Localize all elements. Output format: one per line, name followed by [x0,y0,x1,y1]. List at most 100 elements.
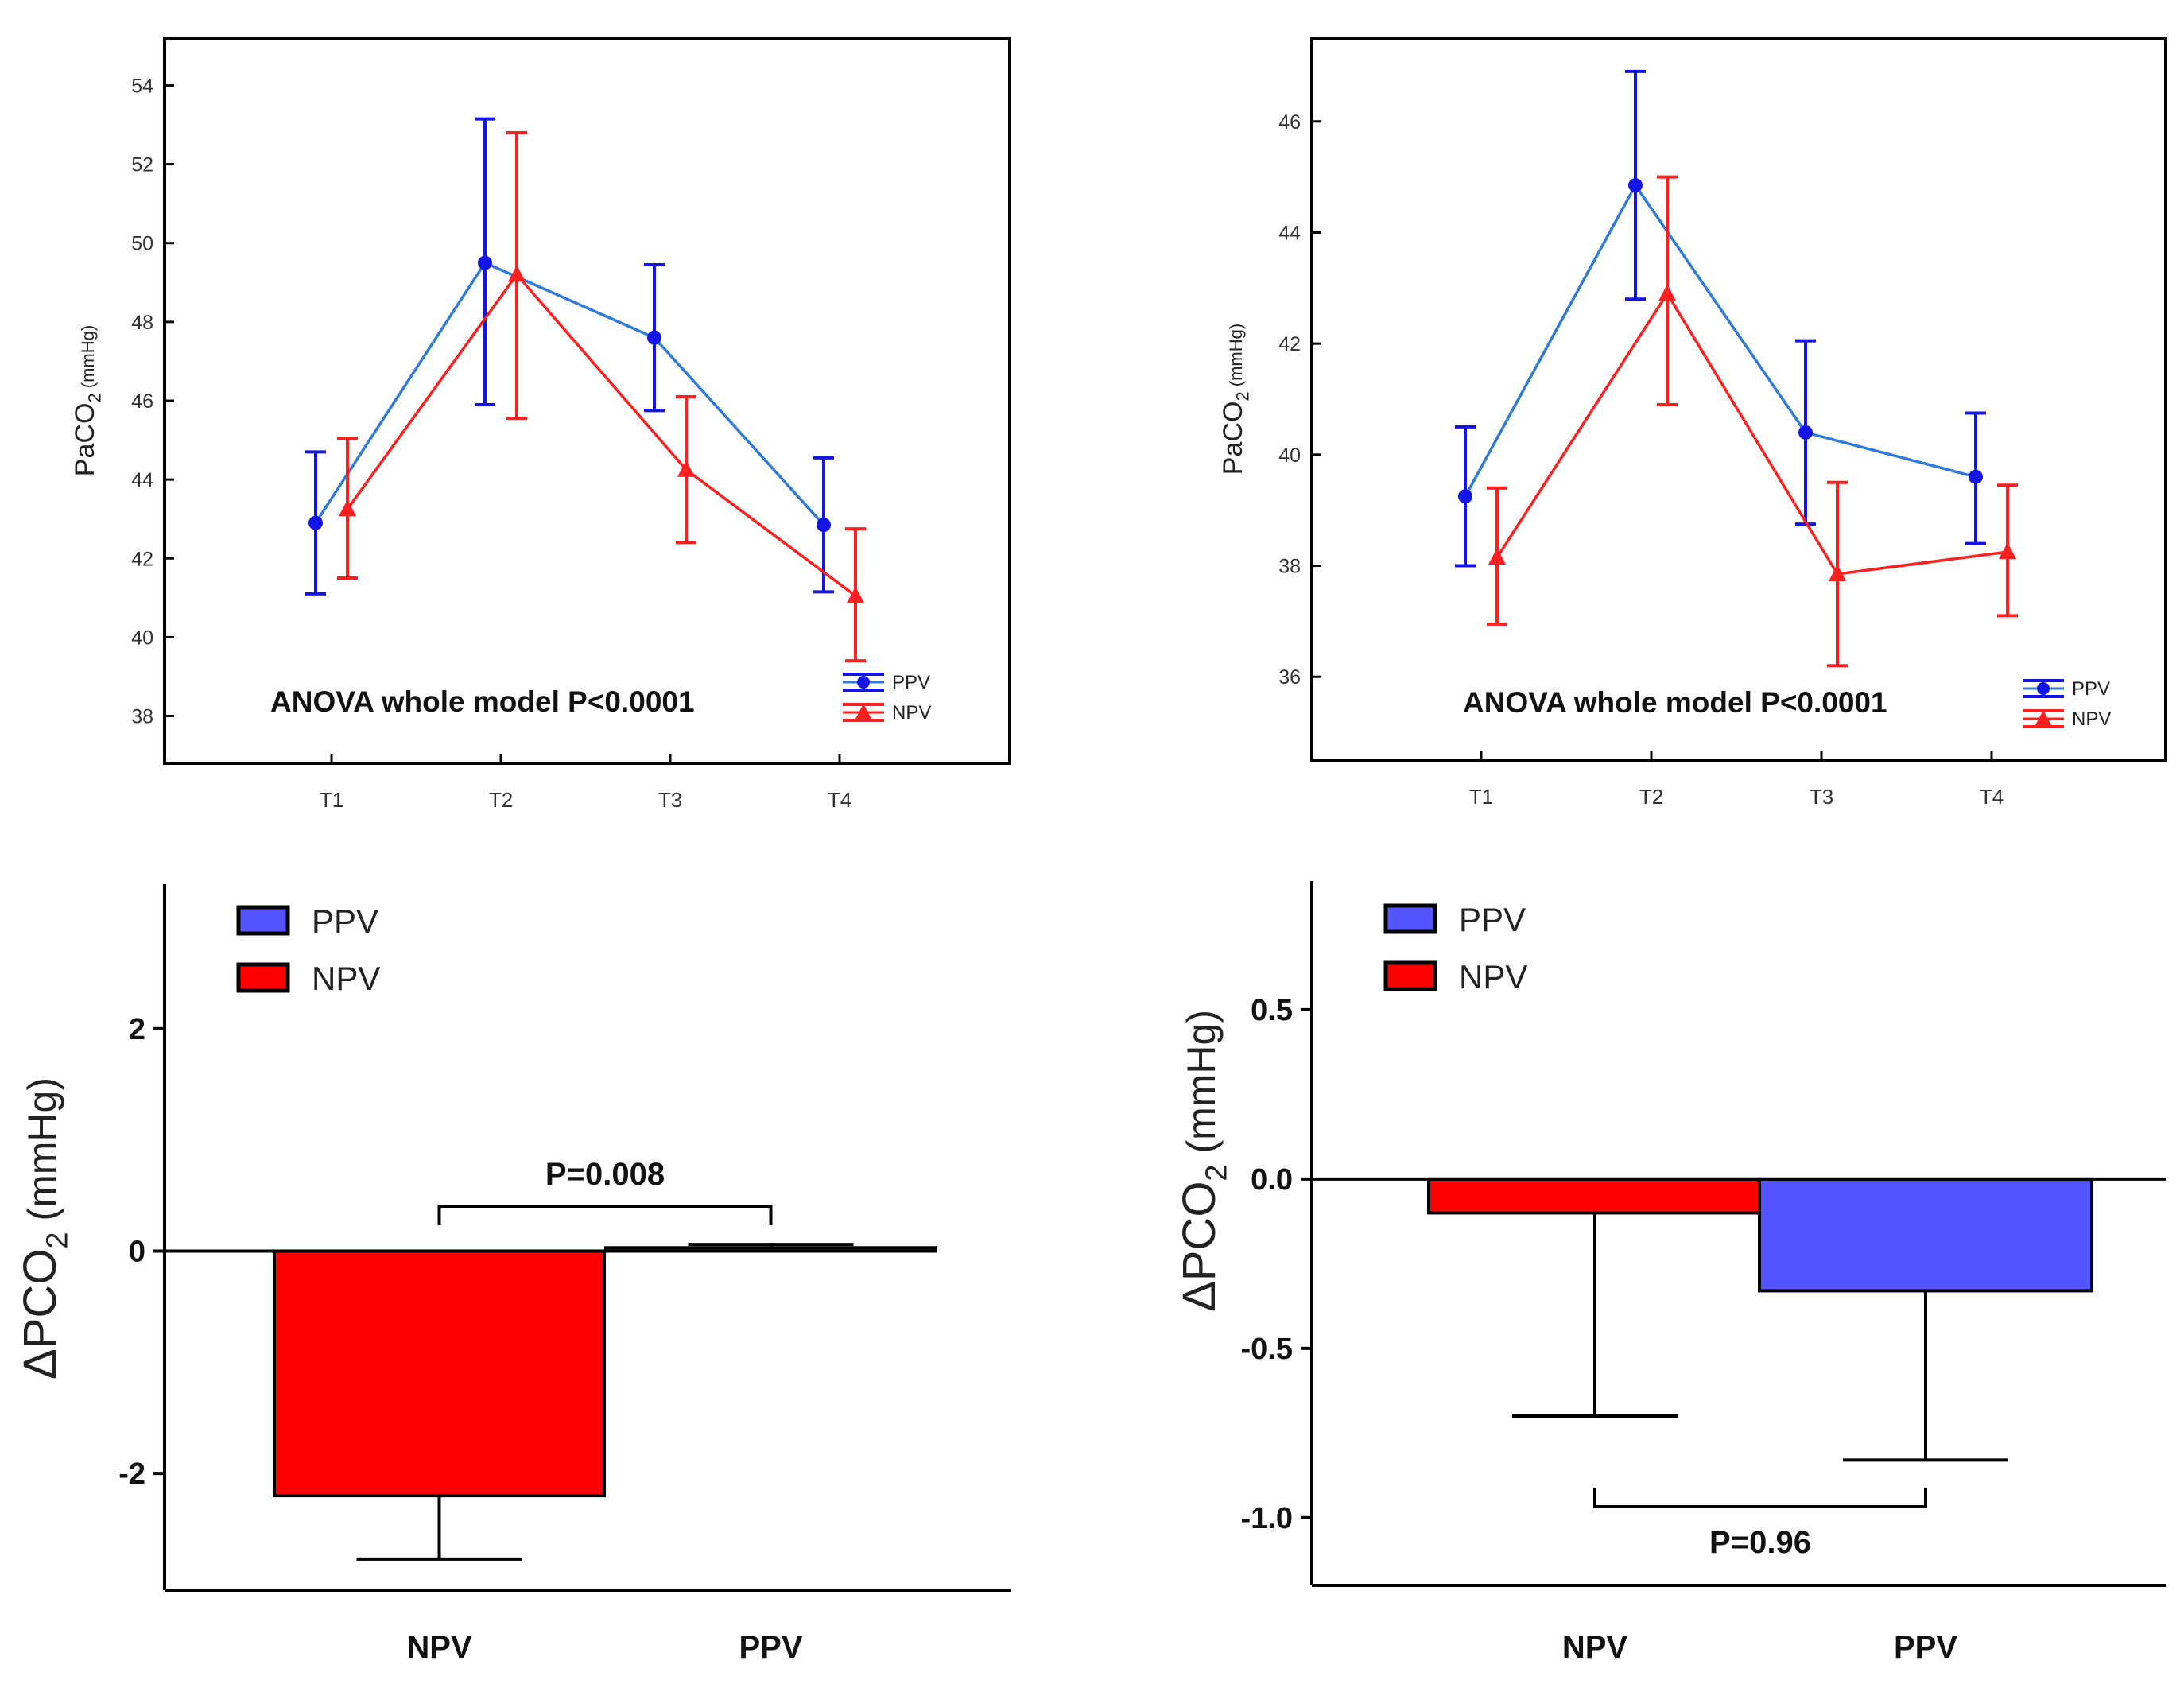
legend-label-npv: NPV [312,960,380,997]
y-tick-label: 36 [1278,666,1301,689]
data-point [1999,542,2016,560]
x-tick-label: T1 [1469,785,1493,809]
plot-frame [163,37,1011,765]
legend-swatch-npv [1383,960,1437,991]
legend-marker [855,704,871,719]
legend-swatch-ppv [1383,903,1437,934]
series-line-ppv [314,261,825,526]
y-axis-label-sub: 2 [1201,1164,1234,1181]
series-line-npv [1495,290,2008,576]
y-tick-label: -2 [118,1457,145,1491]
data-point [817,518,831,533]
plot-frame [1310,37,2167,762]
significance-bracket [1593,1488,1927,1508]
x-tick-label: PPV [739,1630,802,1665]
y-axis-label-unit: (mmHg) [20,1077,64,1232]
legend-label-ppv: PPV [892,672,930,693]
x-tick-label: T2 [1639,785,1663,809]
p-value-label: P=0.96 [1709,1525,1811,1560]
y-axis-label: PaCO2 (mmHg) [70,325,105,476]
y-tick-label: 38 [131,706,153,728]
legend-marker [2037,682,2050,695]
y-tick-label: 46 [1278,111,1301,134]
y-axis-label-text: ΔPCO2 (mmHg) [14,1077,75,1380]
p-value-label: P=0.008 [545,1157,665,1192]
data-point [1658,284,1676,301]
chart-bottom-right: -1.0 -0.5 0.0 0.5 ΔPCO2 (mmHg) NPV PPV P=0.96 PP… [1173,881,2166,1665]
x-tick-label: T2 [489,788,513,812]
legend-label-ppv: PPV [1459,901,1526,938]
data-point [1969,469,1983,484]
y-axis-label-unit: (mmHg) [78,325,98,394]
y-tick-label: 48 [131,312,153,334]
y-axis-label: ΔPCO2 (mmHg) [1173,1010,1234,1312]
y-axis-label-text: PaCO2 (mmHg) [1218,324,1253,475]
data-point [339,499,356,517]
series-line-npv [346,272,857,597]
data-point [478,255,492,270]
chart-top-left: 38 40 42 44 46 48 50 52 54 T1 T2 T3 T4 PaCO2 (mmHg) AN… [70,37,1011,812]
x-tick-label: PPV [1894,1630,1957,1665]
y-tick-label: 42 [131,548,153,570]
y-axis-label-sub: 2 [41,1232,75,1248]
y-axis-label-unit: (mmHg) [1226,324,1246,392]
y-axis-label-text: ΔPCO2 (mmHg) [1173,1010,1234,1312]
y-axis-label: PaCO2 (mmHg) [1218,324,1253,475]
y-axis-label: ΔPCO2 (mmHg) [14,1077,75,1380]
x-tick-label: T4 [1980,785,2004,809]
legend-label-ppv: PPV [2072,678,2110,700]
legend-label-npv: NPV [2072,708,2111,730]
y-tick-label: 54 [131,75,153,97]
data-point [1488,548,1506,565]
y-axis-label-sub: 2 [85,393,105,402]
legend-marker [857,676,870,689]
data-point [1458,489,1472,504]
y-axis-label-main: PaCO [1218,402,1248,475]
y-tick-label: 0.0 [1251,1163,1293,1197]
y-tick-label: 52 [131,154,153,177]
y-tick-label: 44 [131,469,153,491]
x-tick-label: T4 [828,788,851,812]
data-point [1798,425,1813,440]
y-tick-label: 44 [1278,222,1301,244]
legend-swatch-ppv [236,905,290,936]
y-axis-label-text: PaCO2 (mmHg) [70,325,105,476]
data-point [508,265,526,282]
y-tick-label: 40 [1278,444,1301,467]
x-tick-label: T3 [658,788,682,812]
y-tick-label: 42 [1278,333,1301,355]
data-point [677,460,695,477]
y-tick-label: 50 [131,233,153,255]
anova-annotation: ANOVA whole model P<0.0001 [270,685,695,718]
data-point [1829,565,1846,582]
legend-label-npv: NPV [1459,958,1527,995]
data-point [647,330,661,345]
legend-swatch-npv [236,962,290,993]
y-tick-label: 40 [131,627,153,649]
y-axis-label-main: ΔPCO [1173,1182,1225,1312]
data-point [308,515,323,530]
y-tick-label: 0 [129,1235,145,1268]
y-axis-label-main: ΔPCO [14,1249,66,1380]
y-tick-label: 46 [131,390,153,413]
x-tick-label: NPV [1562,1630,1628,1665]
y-tick-label: 2 [129,1013,145,1046]
y-tick-label: -0.5 [1241,1333,1293,1366]
bar-ppv [1758,1177,2093,1293]
bar-npv [1427,1177,1763,1215]
legend-marker [2035,710,2051,725]
anova-annotation: ANOVA whole model P<0.0001 [1463,686,1887,719]
data-point [847,586,864,603]
y-tick-label: -1.0 [1241,1502,1293,1535]
y-axis-label-main: PaCO [70,403,100,477]
y-axis-label-unit: (mmHg) [1179,1010,1224,1164]
y-tick-label: 0.5 [1251,994,1293,1027]
series-line-ppv [1464,182,1976,498]
y-tick-label: 38 [1278,556,1301,578]
x-tick-label: T3 [1810,785,1833,809]
significance-bracket [437,1205,773,1225]
bar-npv [273,1249,606,1498]
chart-top-right: 36 38 40 42 44 46 T1 T2 T3 T4 PaCO2 (mmHg) ANOVA wh… [1218,37,2167,809]
